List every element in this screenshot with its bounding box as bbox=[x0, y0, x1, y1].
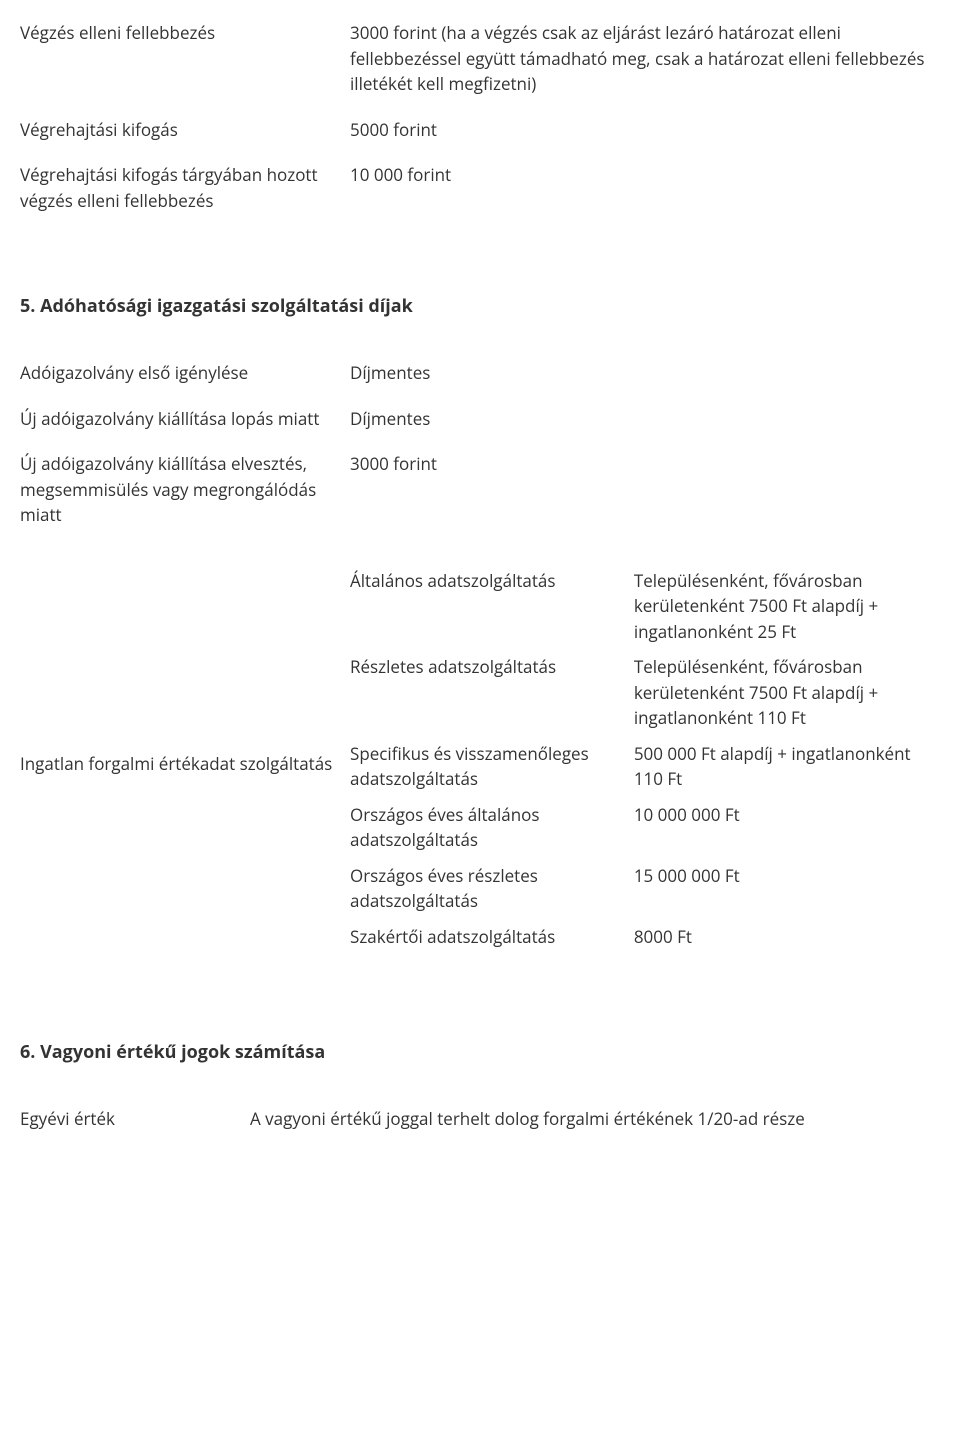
fees-table-6: Egyévi érték A vagyoni értékű joggal ter… bbox=[20, 1096, 940, 1142]
subfee-name: Országos éves általános adatszolgáltatás bbox=[350, 802, 634, 863]
fee-label: Végrehajtási kifogás bbox=[20, 107, 350, 153]
table-row-complex: Ingatlan forgalmi értékadat szolgáltatás… bbox=[20, 558, 940, 970]
fee-value: 3000 forint (ha a végzés csak az eljárás… bbox=[350, 10, 940, 107]
table-row: Végrehajtási kifogás tárgyában hozott vé… bbox=[20, 152, 940, 223]
table-row: Részletes adatszolgáltatás Településenké… bbox=[350, 654, 930, 741]
table-row: Új adóigazolvány kiállítása lopás miatt … bbox=[20, 396, 940, 442]
subfee-value: 8000 Ft bbox=[634, 924, 930, 960]
nested-cell: Általános adatszolgáltatás Településenké… bbox=[350, 558, 940, 970]
fee-value: 5000 forint bbox=[350, 107, 940, 153]
table-row: Új adóigazolvány kiállítása elvesztés, m… bbox=[20, 441, 940, 538]
table-row: Általános adatszolgáltatás Településenké… bbox=[350, 568, 930, 655]
fee-label: Új adóigazolvány kiállítása lopás miatt bbox=[20, 396, 350, 442]
fee-label: Ingatlan forgalmi értékadat szolgáltatás bbox=[20, 558, 350, 970]
table-row: Szakértői adatszolgáltatás 8000 Ft bbox=[350, 924, 930, 960]
section-5: 5. Adóhatósági igazgatási szolgáltatási … bbox=[20, 293, 940, 969]
fee-label: Adóigazolvány első igénylése bbox=[20, 350, 350, 396]
section-4-continuation: Végzés elleni fellebbezés 3000 forint (h… bbox=[20, 10, 940, 223]
subfee-name: Specifikus és visszamenőleges adatszolgá… bbox=[350, 741, 634, 802]
section-6: 6. Vagyoni értékű jogok számítása Egyévi… bbox=[20, 1039, 940, 1142]
subfee-value: Településenként, fővárosban kerületenkén… bbox=[634, 654, 930, 741]
fees-table-4: Végzés elleni fellebbezés 3000 forint (h… bbox=[20, 10, 940, 223]
subfee-value: 15 000 000 Ft bbox=[634, 863, 930, 924]
table-row: Végzés elleni fellebbezés 3000 forint (h… bbox=[20, 10, 940, 107]
subfee-name: Országos éves részletes adatszolgáltatás bbox=[350, 863, 634, 924]
subfee-name: Részletes adatszolgáltatás bbox=[350, 654, 634, 741]
table-row: Országos éves általános adatszolgáltatás… bbox=[350, 802, 930, 863]
subfee-name: Szakértői adatszolgáltatás bbox=[350, 924, 634, 960]
table-row: Országos éves részletes adatszolgáltatás… bbox=[350, 863, 930, 924]
fee-label: Végzés elleni fellebbezés bbox=[20, 10, 350, 107]
subfee-name: Általános adatszolgáltatás bbox=[350, 568, 634, 655]
subfee-value: 500 000 Ft alapdíj + ingatlanonként 110 … bbox=[634, 741, 930, 802]
nested-fees-table: Általános adatszolgáltatás Településenké… bbox=[350, 568, 930, 960]
fee-value: 10 000 forint bbox=[350, 152, 940, 223]
subfee-value: Településenként, fővárosban kerületenkén… bbox=[634, 568, 930, 655]
table-row: Specifikus és visszamenőleges adatszolgá… bbox=[350, 741, 930, 802]
fee-value: A vagyoni értékű joggal terhelt dolog fo… bbox=[250, 1096, 940, 1142]
table-row: Adóigazolvány első igénylése Díjmentes bbox=[20, 350, 940, 396]
fee-label: Új adóigazolvány kiállítása elvesztés, m… bbox=[20, 441, 350, 538]
section-6-heading: 6. Vagyoni értékű jogok számítása bbox=[20, 1039, 940, 1066]
fees-table-5: Adóigazolvány első igénylése Díjmentes Ú… bbox=[20, 350, 940, 969]
table-row: Egyévi érték A vagyoni értékű joggal ter… bbox=[20, 1096, 940, 1142]
fee-label: Végrehajtási kifogás tárgyában hozott vé… bbox=[20, 152, 350, 223]
section-5-heading: 5. Adóhatósági igazgatási szolgáltatási … bbox=[20, 293, 940, 320]
fee-value: Díjmentes bbox=[350, 350, 940, 396]
fee-label: Egyévi érték bbox=[20, 1096, 250, 1142]
table-row: Végrehajtási kifogás 5000 forint bbox=[20, 107, 940, 153]
subfee-value: 10 000 000 Ft bbox=[634, 802, 930, 863]
fee-value: 3000 forint bbox=[350, 441, 940, 538]
fee-value: Díjmentes bbox=[350, 396, 940, 442]
